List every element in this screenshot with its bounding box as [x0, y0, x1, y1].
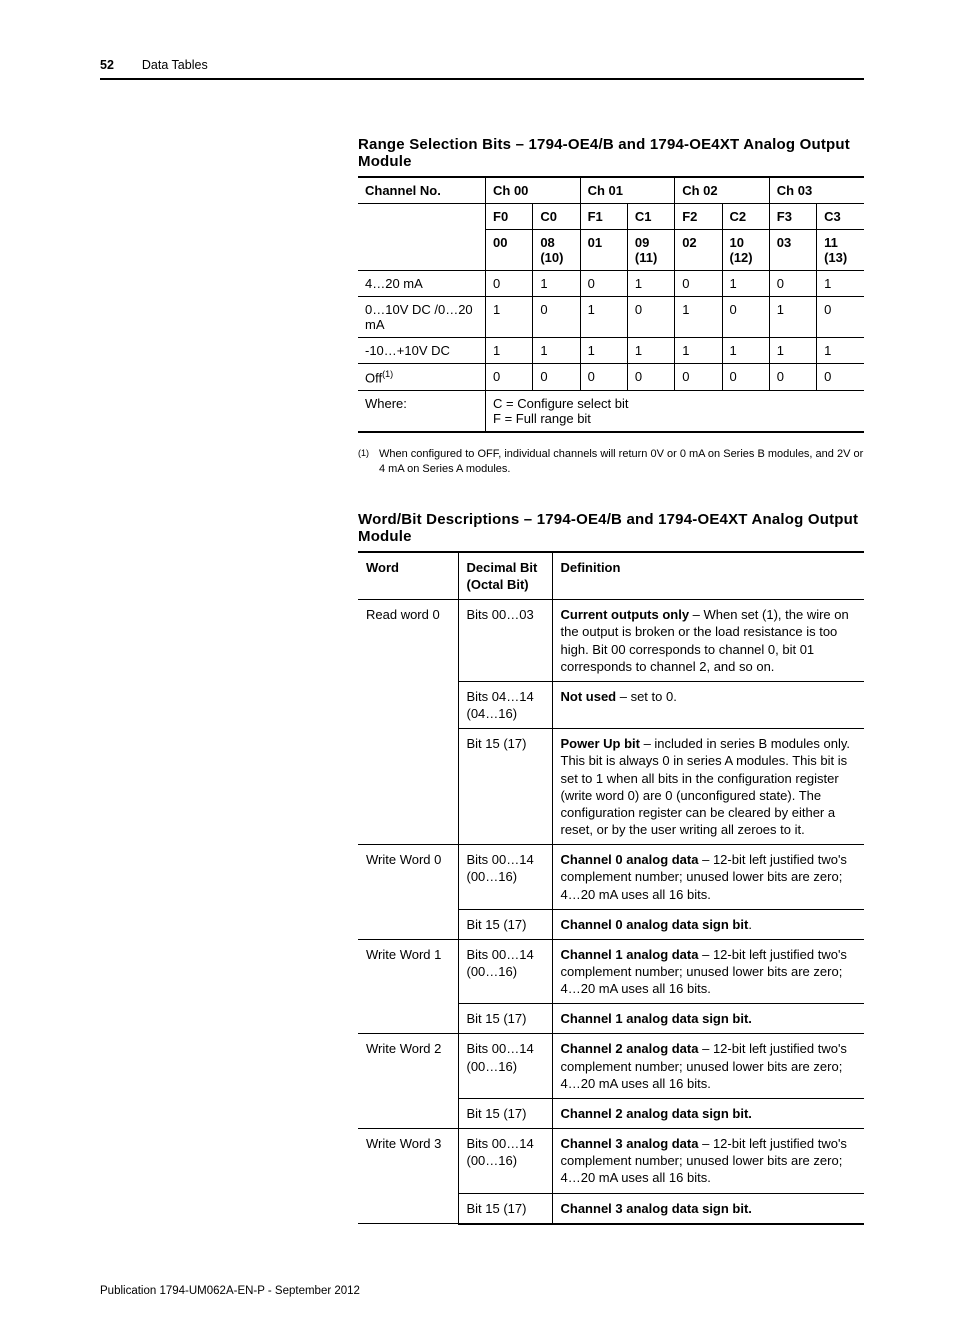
word-cell: Write Word 3 — [358, 1129, 458, 1224]
table-row: Read word 0Bits 00…03Current outputs onl… — [358, 600, 864, 682]
col-ch03: Ch 03 — [769, 177, 864, 204]
footnote-marker: (1) — [358, 447, 369, 477]
definition-cell: Power Up bit – included in series B modu… — [552, 729, 864, 845]
desc-table-title: Word/Bit Descriptions – 1794-OE4/B and 1… — [358, 511, 864, 545]
page-number: 52 — [100, 58, 114, 72]
definition-cell: Channel 1 analog data – 12-bit left just… — [552, 939, 864, 1003]
table-row: Write Word 1Bits 00…14 (00…16)Channel 1 … — [358, 939, 864, 1003]
definition-cell: Channel 0 analog data sign bit. — [552, 909, 864, 939]
bit-cell: Bit 15 (17) — [458, 909, 552, 939]
word-cell: Write Word 2 — [358, 1034, 458, 1129]
table-row: 0…10V DC /0…20 mA 1 0 1 0 1 0 1 0 — [358, 297, 864, 338]
bit-cell: Bits 04…14 (04…16) — [458, 681, 552, 728]
definition-cell: Channel 2 analog data – 12-bit left just… — [552, 1034, 864, 1098]
header-title: Data Tables — [142, 58, 208, 72]
col-ch02: Ch 02 — [675, 177, 770, 204]
col-ch00: Ch 00 — [486, 177, 581, 204]
definition-cell: Current outputs only – When set (1), the… — [552, 600, 864, 682]
range-selection-table: Channel No. Ch 00 Ch 01 Ch 02 Ch 03 F0 C… — [358, 176, 864, 433]
word-cell: Write Word 0 — [358, 845, 458, 940]
table-row: Off(1) 0 0 0 0 0 0 0 0 — [358, 364, 864, 391]
footnote: (1) When configured to OFF, individual c… — [358, 447, 864, 477]
word-bit-table: Word Decimal Bit (Octal Bit) Definition … — [358, 551, 864, 1225]
word-cell: Write Word 1 — [358, 939, 458, 1034]
table-row: 4…20 mA 0 1 0 1 0 1 0 1 — [358, 271, 864, 297]
col-ch01: Ch 01 — [580, 177, 675, 204]
publication-info: Publication 1794-UM062A-EN-P - September… — [100, 1285, 864, 1297]
range-table-title: Range Selection Bits – 1794-OE4/B and 17… — [358, 136, 864, 170]
bit-cell: Bits 00…14 (00…16) — [458, 1129, 552, 1193]
definition-cell: Channel 1 analog data sign bit. — [552, 1004, 864, 1034]
bit-cell: Bit 15 (17) — [458, 1098, 552, 1128]
definition-cell: Not used – set to 0. — [552, 681, 864, 728]
table-row: Write Word 3Bits 00…14 (00…16)Channel 3 … — [358, 1129, 864, 1193]
col-bit: Decimal Bit (Octal Bit) — [458, 552, 552, 600]
bit-cell: Bit 15 (17) — [458, 729, 552, 845]
where-row: Where: C = Configure select bit F = Full… — [358, 391, 864, 433]
definition-cell: Channel 3 analog data – 12-bit left just… — [552, 1129, 864, 1193]
bit-cell: Bit 15 (17) — [458, 1004, 552, 1034]
table-row: -10…+10V DC 1 1 1 1 1 1 1 1 — [358, 338, 864, 364]
footnote-text: When configured to OFF, individual chann… — [379, 447, 864, 477]
table-row: Write Word 0Bits 00…14 (00…16)Channel 0 … — [358, 845, 864, 909]
header-rule — [100, 78, 864, 80]
definition-cell: Channel 3 analog data sign bit. — [552, 1193, 864, 1224]
definition-cell: Channel 2 analog data sign bit. — [552, 1098, 864, 1128]
bit-cell: Bits 00…03 — [458, 600, 552, 682]
bit-cell: Bits 00…14 (00…16) — [458, 1034, 552, 1098]
bit-cell: Bits 00…14 (00…16) — [458, 845, 552, 909]
col-channel: Channel No. — [358, 177, 486, 204]
col-word: Word — [358, 552, 458, 600]
bit-cell: Bits 00…14 (00…16) — [458, 939, 552, 1003]
col-def: Definition — [552, 552, 864, 600]
word-cell: Read word 0 — [358, 600, 458, 845]
page-header: 52 Data Tables — [100, 58, 864, 72]
bit-cell: Bit 15 (17) — [458, 1193, 552, 1224]
table-row: Write Word 2Bits 00…14 (00…16)Channel 2 … — [358, 1034, 864, 1098]
definition-cell: Channel 0 analog data – 12-bit left just… — [552, 845, 864, 909]
